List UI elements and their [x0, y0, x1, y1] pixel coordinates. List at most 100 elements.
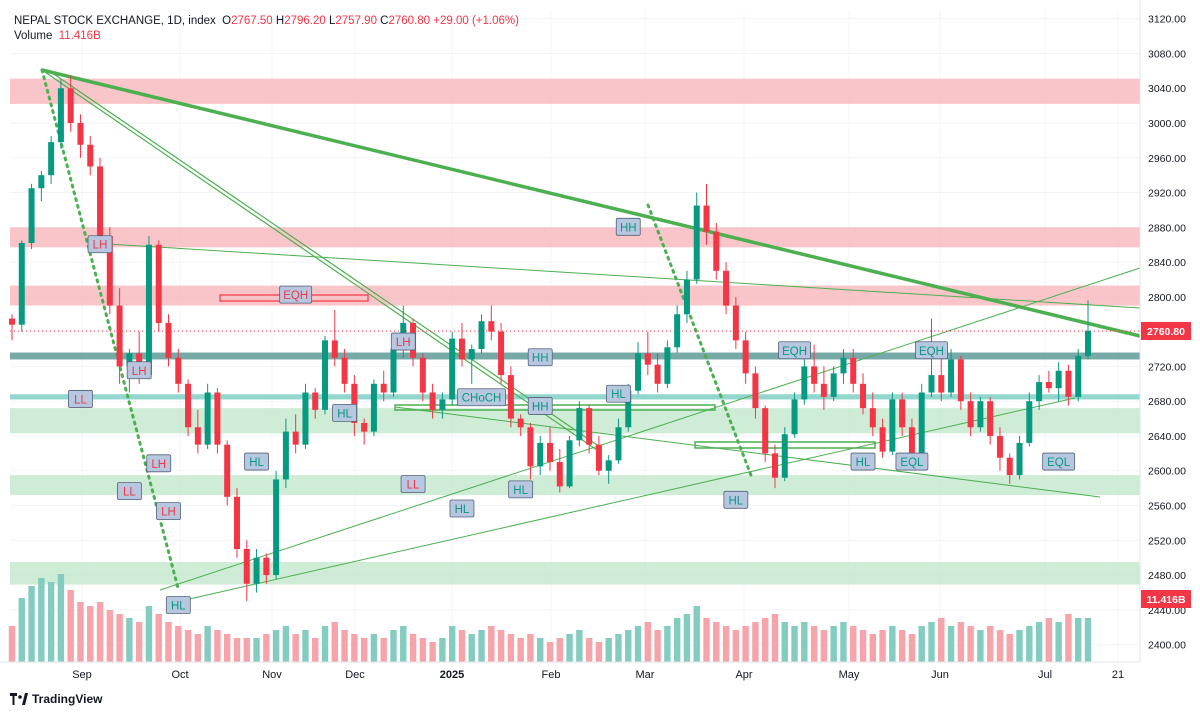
volume-line: Volume 11.416B: [14, 29, 519, 44]
candle: [644, 353, 651, 365]
volume-bar: [820, 630, 828, 662]
volume-bar: [1035, 622, 1043, 662]
tradingview-logo[interactable]: TradingView: [10, 692, 102, 706]
volume-bar: [400, 626, 407, 662]
candle: [224, 444, 231, 497]
volume-bar: [47, 582, 55, 662]
volume-bar: [1045, 618, 1053, 662]
trend-line: [91, 242, 1141, 309]
high-label: H: [275, 15, 285, 27]
label-text: HL: [249, 457, 264, 469]
trend-line: [646, 203, 754, 480]
candle: [908, 427, 915, 456]
tradingview-logo-icon: [10, 693, 28, 705]
candle: [615, 427, 622, 461]
candle: [282, 431, 289, 480]
volume-bar: [1006, 634, 1013, 662]
close-value: 2760.80: [388, 15, 431, 27]
price-axis[interactable]: 2400.002440.002480.002520.002560.002600.…: [1139, 0, 1191, 662]
label-bg: [606, 384, 631, 403]
candle: [449, 338, 456, 400]
volume-bar: [732, 630, 740, 662]
volume-bar: [898, 630, 906, 662]
volume-bar: [106, 610, 114, 662]
volume-bar: [204, 626, 211, 662]
time-axis[interactable]: Sep Oct Nov Dec 2025 Feb Mar Apr May Jun Jul 21: [0, 661, 1140, 681]
label-hl: HL: [165, 596, 191, 614]
volume-bar: [429, 642, 436, 662]
volume-bar: [654, 630, 661, 662]
candle: [713, 231, 720, 271]
candle: [977, 401, 984, 428]
x-tick-label: Jul: [1038, 669, 1052, 681]
zone-support: [10, 562, 1140, 585]
label-bg: [279, 285, 313, 304]
candle: [292, 431, 299, 445]
label-text: LH: [151, 459, 166, 471]
label-hh: HH: [527, 348, 553, 367]
y-tick-label: 2960.00: [1148, 153, 1186, 165]
volume-bar: [605, 638, 612, 662]
label-lh: LH: [146, 454, 172, 473]
label-bg: [400, 475, 426, 494]
low-value: 2757.90: [335, 15, 377, 27]
volume-bar: [282, 626, 290, 662]
zone-support: [10, 475, 1140, 496]
label-bg: [146, 454, 172, 473]
interval[interactable]: 1D: [167, 15, 182, 27]
volume-bar: [1026, 626, 1033, 662]
volume-bar: [859, 630, 867, 662]
label-bg: [915, 341, 948, 360]
candle: [547, 442, 553, 463]
label-eql: EQL: [1042, 452, 1076, 471]
candle: [1065, 370, 1072, 397]
symbol-name[interactable]: NEPAL STOCK EXCHANGE: [14, 15, 161, 27]
candle: [595, 444, 602, 471]
volume-bar: [409, 634, 417, 662]
label-bg: [390, 332, 416, 351]
candle: [889, 399, 896, 452]
volume-bar: [67, 590, 74, 662]
x-tick-label: Dec: [345, 669, 365, 681]
candle: [586, 408, 593, 445]
label-choch: CHoCH: [457, 388, 506, 407]
label-text: HL: [729, 495, 744, 507]
volume-bar: [938, 618, 945, 662]
volume-bar: [1055, 622, 1062, 662]
y-tick-label: 2840.00: [1148, 257, 1186, 269]
candle: [185, 383, 192, 428]
candle: [1036, 382, 1043, 402]
candle: [850, 357, 857, 384]
volume-bar: [713, 622, 720, 662]
volume-bar: [781, 622, 788, 662]
volume-bar: [595, 642, 603, 662]
label-text: LL: [74, 394, 87, 406]
trend-line: [41, 68, 1141, 338]
x-tick-label: Oct: [171, 669, 188, 681]
x-tick-label: Apr: [735, 669, 752, 681]
volume-bar: [194, 634, 202, 662]
candle: [478, 321, 485, 350]
label-text: LH: [161, 507, 176, 519]
label-ll: LL: [68, 390, 93, 408]
candle: [145, 244, 152, 376]
y-tick-label: 2920.00: [1148, 188, 1186, 200]
candle: [488, 321, 495, 332]
x-tick-label: Sep: [72, 669, 92, 681]
label-hl: HL: [508, 480, 534, 499]
label-hl: HL: [723, 490, 749, 509]
candle: [1006, 457, 1013, 476]
volume-bar: [507, 634, 515, 662]
volume-bar: [468, 634, 475, 662]
volume-bar: [1075, 618, 1082, 662]
volume-bar: [135, 622, 143, 662]
volume-bar: [96, 602, 104, 662]
label-text: CHoCH: [462, 393, 502, 405]
candle: [419, 357, 426, 393]
candle: [175, 357, 182, 384]
label-text: EQH: [919, 346, 944, 358]
label-eqh: EQH: [279, 285, 313, 304]
candle: [458, 338, 465, 360]
volume-bar: [448, 626, 456, 662]
